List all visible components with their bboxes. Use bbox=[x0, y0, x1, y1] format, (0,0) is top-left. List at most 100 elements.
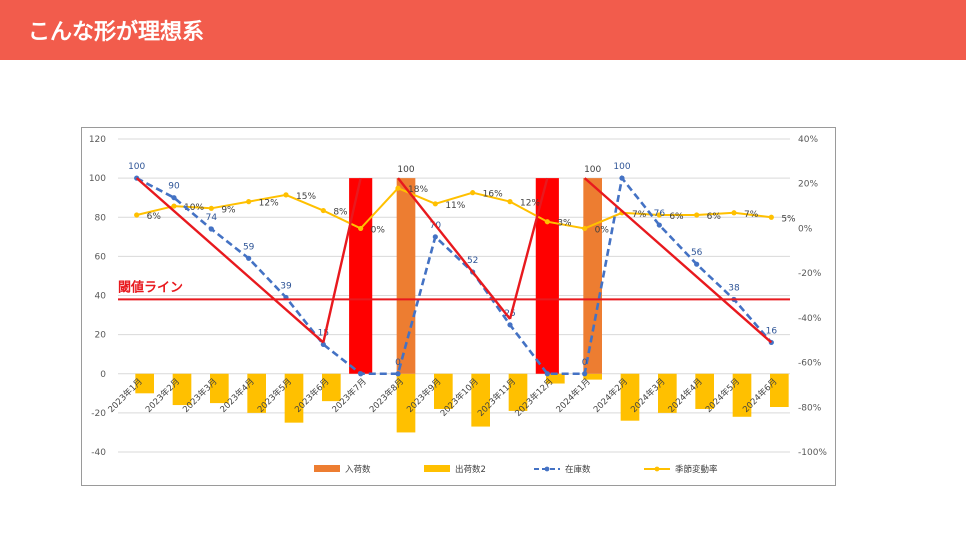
line-seasonal-rate bbox=[136, 186, 772, 230]
point-inventory bbox=[246, 255, 252, 261]
point-seasonal-rate bbox=[283, 192, 289, 198]
point-seasonal-rate bbox=[432, 201, 438, 207]
right-tick-label: -80% bbox=[798, 403, 822, 413]
legend-label: 出荷数2 bbox=[455, 464, 486, 475]
label-seasonal-rate: 0% bbox=[371, 225, 386, 235]
point-seasonal-rate bbox=[171, 203, 177, 209]
label-inventory: 52 bbox=[467, 256, 478, 266]
legend-label: 入荷数 bbox=[345, 464, 371, 475]
annotation-red-bar bbox=[535, 178, 559, 374]
legend-label: 季節変動率 bbox=[675, 464, 718, 475]
label-seasonal-rate: 6% bbox=[669, 212, 684, 222]
threshold-label: 閾値ライン bbox=[118, 279, 183, 295]
label-inventory: 56 bbox=[691, 248, 703, 258]
label-inventory: 0 bbox=[582, 358, 588, 368]
bar-shipments bbox=[770, 373, 789, 408]
annotation-red-line bbox=[508, 177, 549, 320]
label-inventory: 0 bbox=[395, 358, 401, 368]
label-seasonal-rate: 6% bbox=[147, 212, 162, 222]
point-seasonal-rate bbox=[134, 212, 140, 218]
annotation-red-bar bbox=[349, 178, 373, 374]
label-seasonal-rate: 11% bbox=[445, 201, 465, 211]
point-seasonal-rate bbox=[768, 214, 774, 220]
right-tick-label: -40% bbox=[798, 314, 822, 324]
right-tick-label: -20% bbox=[798, 269, 822, 279]
title-banner: こんな形が理想系 bbox=[0, 0, 966, 60]
bar-shipments bbox=[396, 373, 416, 433]
label-inventory: 25 bbox=[504, 309, 515, 319]
point-inventory bbox=[507, 322, 513, 328]
point-inventory bbox=[544, 371, 550, 377]
annotation-red-line bbox=[583, 177, 773, 344]
bar-shipments bbox=[546, 373, 565, 384]
point-inventory bbox=[432, 234, 438, 240]
point-seasonal-rate bbox=[358, 225, 364, 232]
label-seasonal-rate: 6% bbox=[707, 212, 722, 222]
line-inventory bbox=[136, 175, 773, 376]
label-seasonal-rate: 7% bbox=[632, 210, 647, 220]
label-seasonal-rate: 12% bbox=[259, 199, 279, 209]
label-inventory: 74 bbox=[206, 213, 218, 223]
left-tick-label: -20 bbox=[91, 409, 106, 419]
point-inventory bbox=[171, 195, 177, 201]
point-seasonal-rate bbox=[395, 185, 401, 191]
label-inventory: 59 bbox=[243, 242, 255, 252]
annotation-red-line bbox=[322, 177, 362, 343]
label-inventory: 90 bbox=[168, 182, 180, 192]
annotation-red-line bbox=[135, 177, 325, 344]
bar-shipments bbox=[508, 373, 528, 411]
bar-shipments bbox=[434, 373, 453, 409]
bar-shipments bbox=[210, 373, 229, 404]
label-inventory: 39 bbox=[280, 281, 292, 291]
label-inventory: 16 bbox=[766, 326, 778, 336]
label-seasonal-rate: 5% bbox=[781, 214, 796, 224]
point-seasonal-rate bbox=[694, 212, 700, 218]
label-seasonal-rate: 18% bbox=[408, 185, 428, 195]
legend-label: 在庫数 bbox=[565, 464, 591, 475]
bar-shipments bbox=[135, 373, 154, 394]
left-tick-label: -40 bbox=[91, 448, 106, 458]
bar-shipments bbox=[284, 373, 304, 423]
bar-shipments bbox=[471, 373, 490, 427]
x-tick-label: 2023年1月 bbox=[106, 376, 145, 415]
label-seasonal-rate: 16% bbox=[483, 190, 503, 200]
right-tick-label: 40% bbox=[798, 135, 818, 145]
label-seasonal-rate: 12% bbox=[520, 199, 540, 209]
bar-shipments bbox=[322, 373, 341, 402]
bar-shipments bbox=[658, 373, 677, 413]
point-inventory bbox=[358, 371, 364, 377]
annotation-red-line bbox=[397, 177, 511, 320]
point-seasonal-rate bbox=[320, 207, 326, 214]
left-tick-label: 20 bbox=[95, 331, 107, 341]
label-seasonal-rate: 15% bbox=[296, 192, 316, 202]
point-inventory bbox=[208, 226, 214, 232]
left-tick-label: 100 bbox=[89, 174, 106, 184]
label-seasonal-rate: 7% bbox=[744, 210, 759, 220]
left-tick-label: 60 bbox=[95, 252, 107, 262]
right-tick-label: 20% bbox=[798, 180, 818, 190]
bar-shipments bbox=[583, 373, 602, 380]
point-seasonal-rate bbox=[544, 219, 550, 225]
point-inventory bbox=[619, 175, 625, 181]
right-tick-label: -100% bbox=[798, 448, 827, 458]
label-seasonal-rate: 8% bbox=[333, 208, 348, 218]
bar-shipments bbox=[247, 373, 266, 413]
point-seasonal-rate bbox=[731, 210, 737, 216]
label-seasonal-rate: 0% bbox=[595, 225, 610, 235]
legend-swatch bbox=[314, 465, 340, 472]
label-inventory: 76 bbox=[654, 209, 666, 219]
point-inventory bbox=[395, 371, 401, 377]
right-tick-label: 0% bbox=[798, 224, 813, 234]
point-inventory bbox=[582, 371, 588, 377]
point-seasonal-rate bbox=[582, 225, 588, 232]
point-inventory bbox=[694, 261, 700, 267]
label-inventory: 38 bbox=[728, 283, 740, 293]
combo-chart: -40 -20 0 20 40 60 80 100 120 -100% -80% -60% -40% -2… bbox=[89, 135, 828, 475]
point-seasonal-rate bbox=[507, 199, 513, 205]
point-inventory bbox=[656, 222, 662, 228]
left-tick-label: 120 bbox=[89, 135, 106, 145]
label-seasonal-rate: 10% bbox=[184, 203, 204, 213]
point-seasonal-rate bbox=[656, 212, 662, 218]
bar-shipments bbox=[620, 373, 640, 421]
left-tick-label: 0 bbox=[100, 370, 106, 380]
